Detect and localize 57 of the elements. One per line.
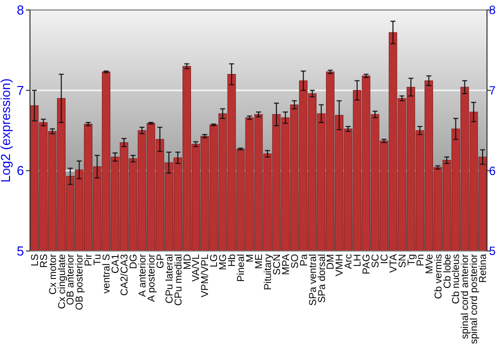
x-tick-label: LH xyxy=(352,254,364,267)
x-tick-label: SCN xyxy=(272,254,283,276)
x-tick-label: OB posterior xyxy=(74,253,86,310)
x-tick-label: Cb nucleus xyxy=(451,254,462,304)
x-tick-label: SC xyxy=(370,254,382,268)
x-tick-label: SN xyxy=(397,254,408,268)
x-tick-label: SPa ventral xyxy=(308,254,319,306)
x-tick-label: VMH xyxy=(334,254,346,276)
x-tick-label: OB anterior xyxy=(66,253,77,306)
x-tick-label: Tu xyxy=(92,254,104,266)
x-tick-label: CA1 xyxy=(110,254,122,274)
x-tick-label: Cb vermis xyxy=(433,254,444,300)
x-tick-label: Arc xyxy=(344,254,355,269)
x-tick-label: spinal cord posterior xyxy=(469,253,480,344)
x-tick-label: Tg xyxy=(406,254,418,266)
x-tick-label: A posterior xyxy=(146,253,158,302)
x-tick-label: MVe xyxy=(424,254,436,274)
x-tick-label: Pir xyxy=(84,253,95,266)
x-tick-label: Cb lobe xyxy=(442,254,454,288)
x-tick-label: RS xyxy=(38,254,50,268)
x-tick-label: DM xyxy=(326,254,337,270)
y-tick-label: 8 xyxy=(16,2,24,18)
x-tick-label: Hb xyxy=(227,254,238,267)
x-tick-label: VTA xyxy=(388,254,400,273)
y-axis-title: Log2 (expression) xyxy=(0,78,13,183)
y-tick-label: 6 xyxy=(16,163,24,178)
y2-tick-label: 7 xyxy=(489,84,496,98)
y2-tick-label: 5 xyxy=(489,244,496,258)
x-tick-label: LS xyxy=(30,254,41,266)
y2-tick-label: 8 xyxy=(489,3,496,18)
x-tick-label: Cx motor xyxy=(48,253,59,295)
x-tick-label: GP xyxy=(155,254,166,268)
x-tick-label: CPu lateral xyxy=(164,254,176,304)
x-tick-label: A anterior xyxy=(137,253,148,297)
x-tick-label: spinal cord anterior xyxy=(460,253,472,340)
x-tick-label: SPa dorsal xyxy=(316,254,328,303)
x-tick-label: Retina xyxy=(478,254,490,283)
x-tick-label: IC xyxy=(380,254,390,264)
x-tick-label: CA2/CA3 xyxy=(120,254,131,296)
x-tick-label: Pn xyxy=(415,254,426,266)
x-tick-label: PAG xyxy=(362,254,373,274)
x-tick-label: DG xyxy=(128,254,140,269)
x-tick-label: Pituitary xyxy=(262,254,274,290)
x-tick-label: SO xyxy=(290,254,301,268)
x-tick-label: CPu medial xyxy=(173,254,184,306)
x-tick-label: ME xyxy=(254,254,265,269)
x-tick-label: MPA xyxy=(280,254,292,275)
x-tick-label: VPM/VPL xyxy=(200,254,212,298)
x-tick-label: Pineal xyxy=(236,254,248,282)
y-tick-label: 7 xyxy=(16,82,24,98)
x-tick-label: ventral S xyxy=(102,254,113,294)
y-tick-label: 5 xyxy=(16,244,24,259)
x-tick-label: M xyxy=(245,254,256,262)
x-tick-label: Pa xyxy=(298,254,310,266)
x-tick-label: Cx cingulate xyxy=(56,254,68,310)
x-tick-label: LG xyxy=(209,254,220,268)
y2-tick-label: 6 xyxy=(489,164,496,178)
